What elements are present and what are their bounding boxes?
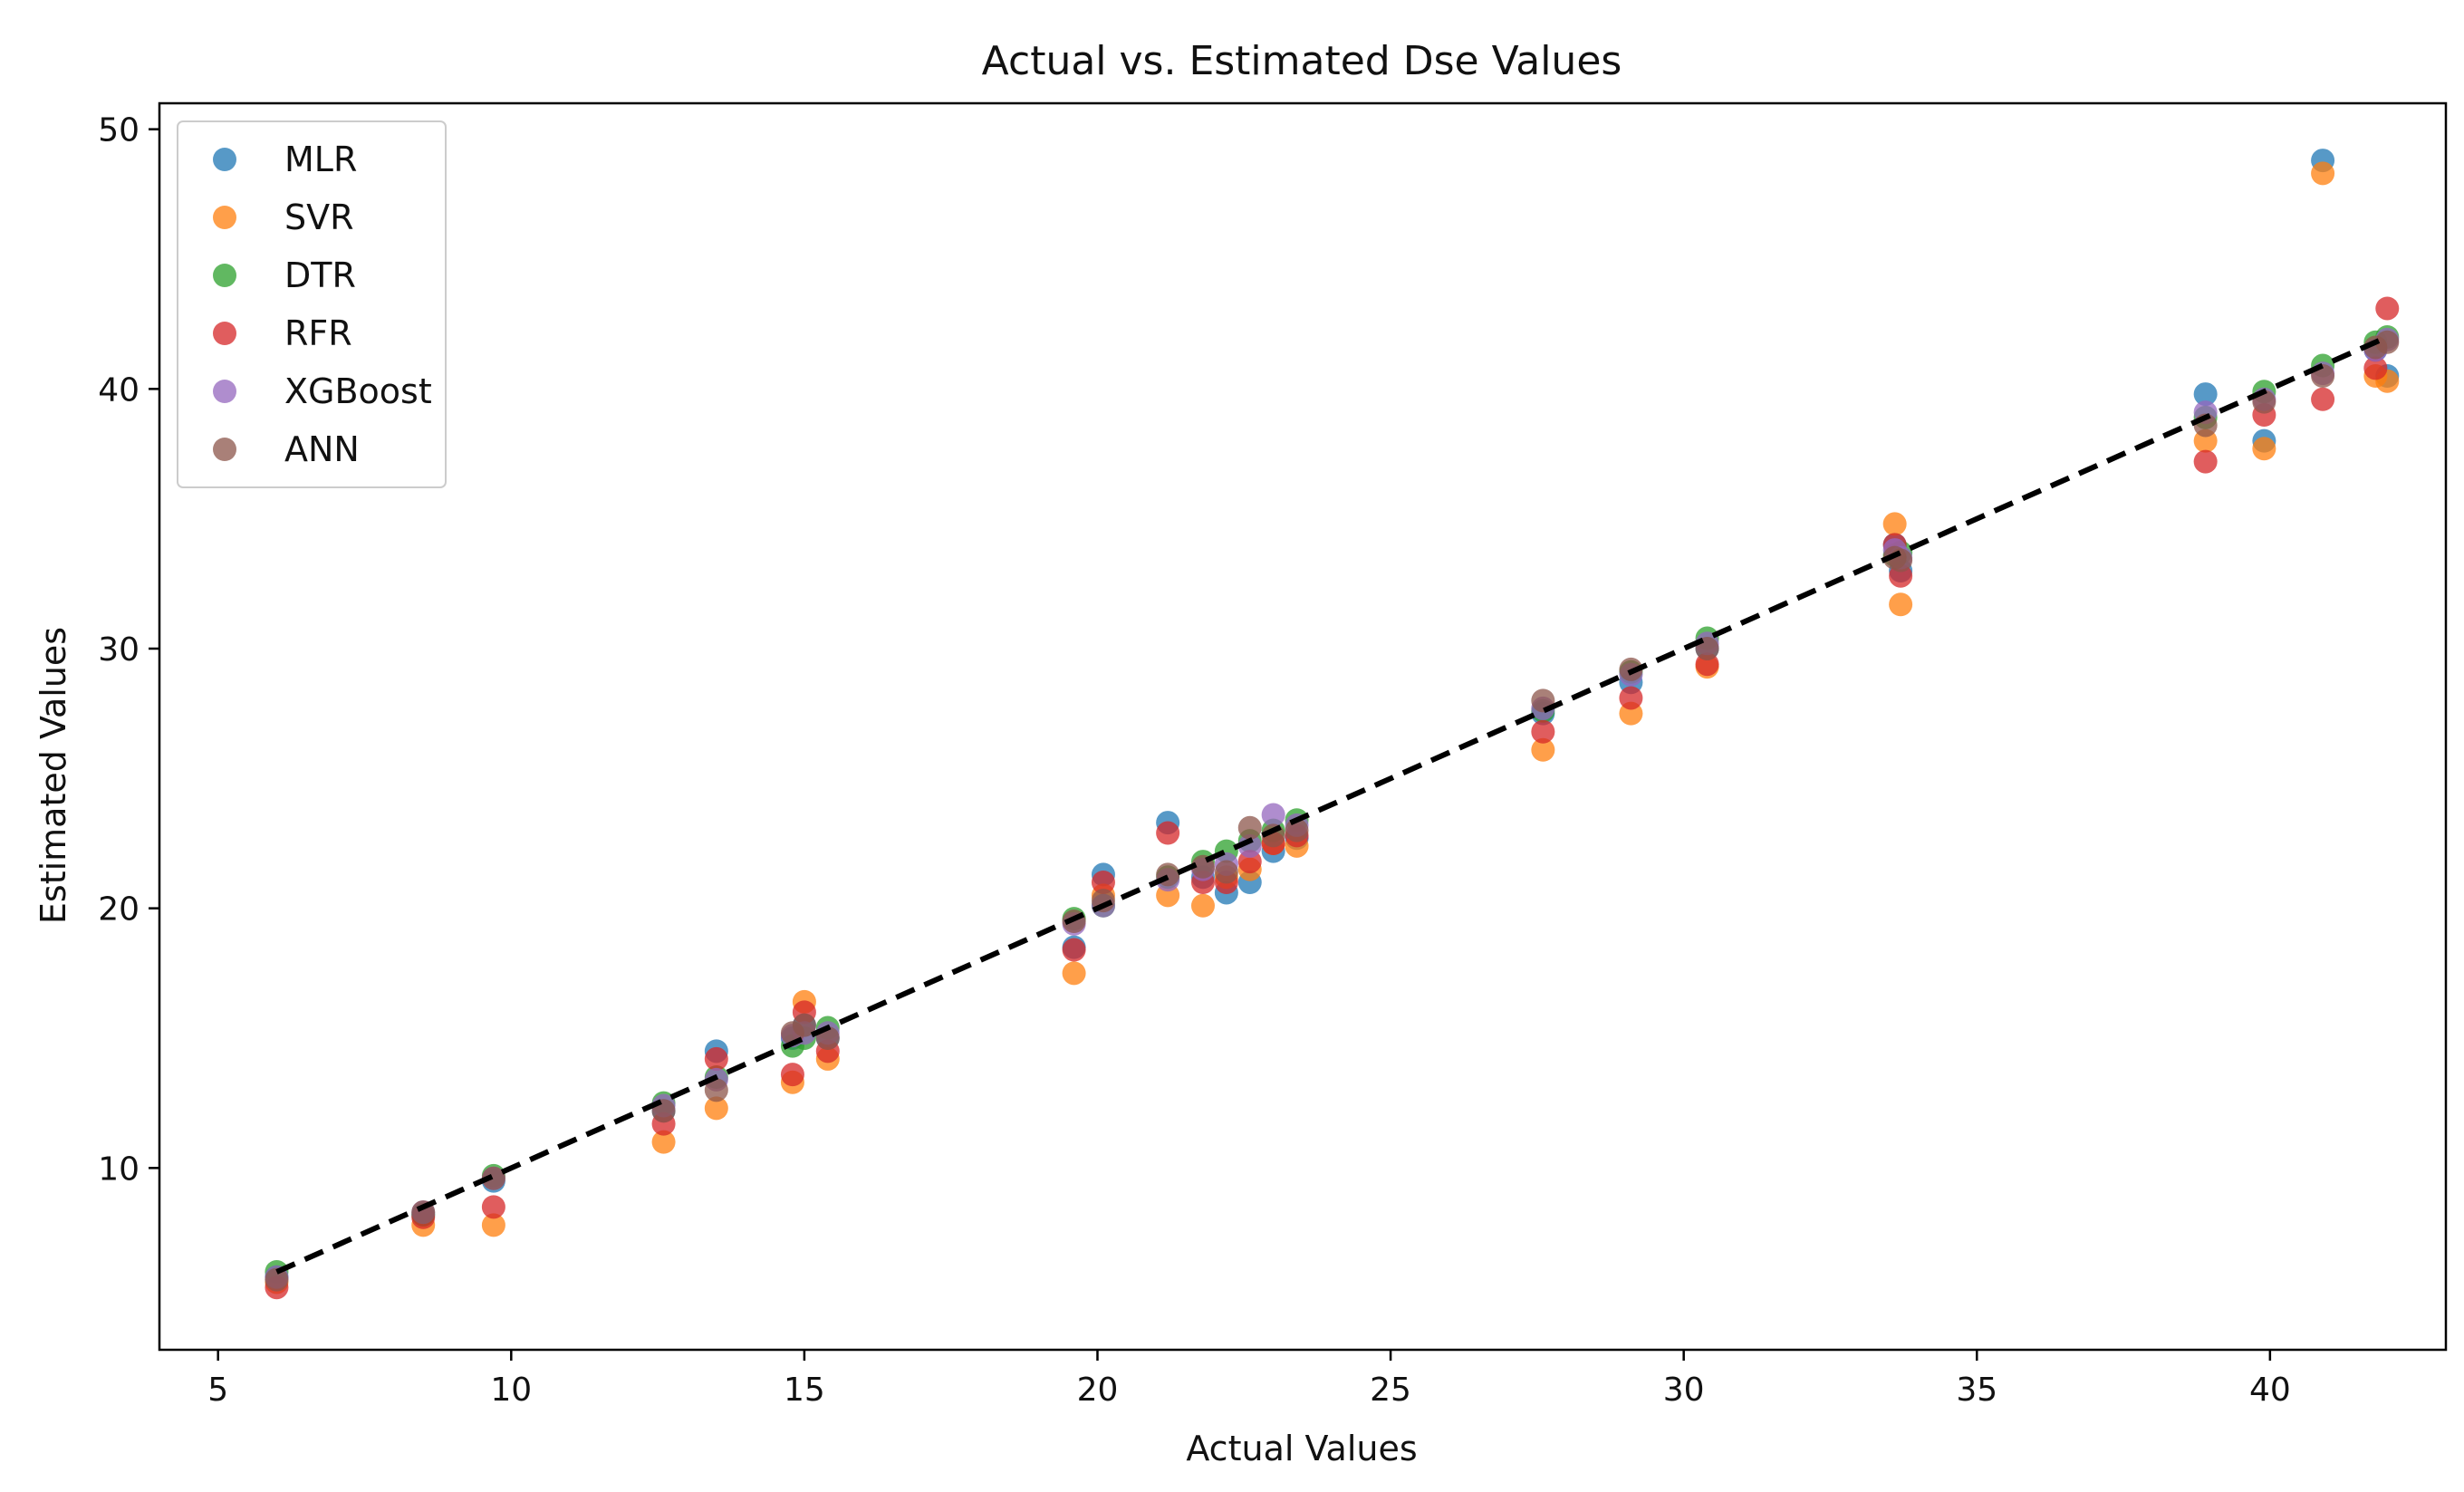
legend-label-mlr: MLR [284,140,357,179]
point-rfr [1619,686,1643,710]
point-rfr [1531,719,1555,744]
x-tick-label: 20 [1077,1372,1119,1409]
point-svr [1889,592,1913,617]
x-tick-label: 40 [2249,1372,2291,1409]
x-tick-label: 5 [207,1372,228,1409]
x-tick-label: 10 [490,1372,532,1409]
legend-marker-dtr [213,264,236,287]
y-tick-label: 50 [98,112,140,149]
point-rfr [704,1046,728,1071]
point-ann [792,1013,816,1037]
point-rfr [481,1195,505,1219]
point-mlr [2193,382,2218,407]
point-svr [651,1130,676,1154]
point-rfr [2193,449,2218,474]
point-ann [1214,860,1238,884]
point-svr [1882,512,1907,536]
point-rfr [2375,296,2400,321]
legend-marker-svr [213,206,236,229]
point-xgboost [1237,833,1262,858]
point-ann [481,1166,505,1190]
legend-label-ann: ANN [284,429,360,469]
plot-area [158,101,2448,1352]
y-tick-label: 30 [98,631,140,669]
chart-title: Actual vs. Estimated Dse Values [982,38,1622,84]
point-rfr [1091,871,1115,894]
point-svr [704,1096,728,1121]
legend-marker-ann [213,438,236,461]
point-ann [2375,330,2400,354]
point-ann [1889,548,1913,573]
x-axis-ticks: 5 10 15 20 25 30 35 40 [207,1350,2291,1409]
plot-frame [158,101,2448,1352]
reference-line [275,334,2389,1275]
point-xgboost [1261,803,1285,827]
point-ann [1285,818,1309,842]
x-tick-label: 30 [1663,1372,1705,1409]
point-svr [481,1213,505,1237]
y-tick-label: 40 [98,371,140,409]
legend: MLR SVR DTR RFR XGBoost ANN [177,120,447,488]
y-axis-label: Estimated Values [34,627,73,924]
point-ann [704,1078,728,1102]
point-svr [1190,893,1215,918]
x-tick-label: 15 [784,1372,825,1409]
point-rfr [2311,387,2335,411]
point-rfr [1062,938,1086,962]
point-ann [265,1267,289,1292]
y-tick-label: 20 [98,891,140,929]
legend-marker-xgboost [213,380,236,403]
x-tick-label: 35 [1956,1372,1997,1409]
point-svr [1531,737,1555,762]
point-rfr [1156,821,1180,845]
legend-label-xgboost: XGBoost [284,371,432,411]
point-ann [1237,815,1262,840]
y-tick-label: 10 [98,1150,140,1188]
point-svr [2252,437,2276,461]
point-rfr [780,1063,804,1087]
x-axis-label: Actual Values [1186,1429,1417,1468]
point-rfr [2363,356,2388,380]
point-svr [1062,961,1086,986]
y-axis-ticks: 10 20 30 40 50 [98,112,159,1188]
legend-marker-mlr [213,148,236,171]
legend-box [177,120,447,488]
legend-marker-rfr [213,322,236,345]
legend-label-dtr: DTR [284,255,356,295]
legend-label-svr: SVR [284,197,354,237]
x-tick-label: 25 [1370,1372,1411,1409]
legend-label-rfr: RFR [284,313,352,353]
point-svr [2311,161,2335,186]
